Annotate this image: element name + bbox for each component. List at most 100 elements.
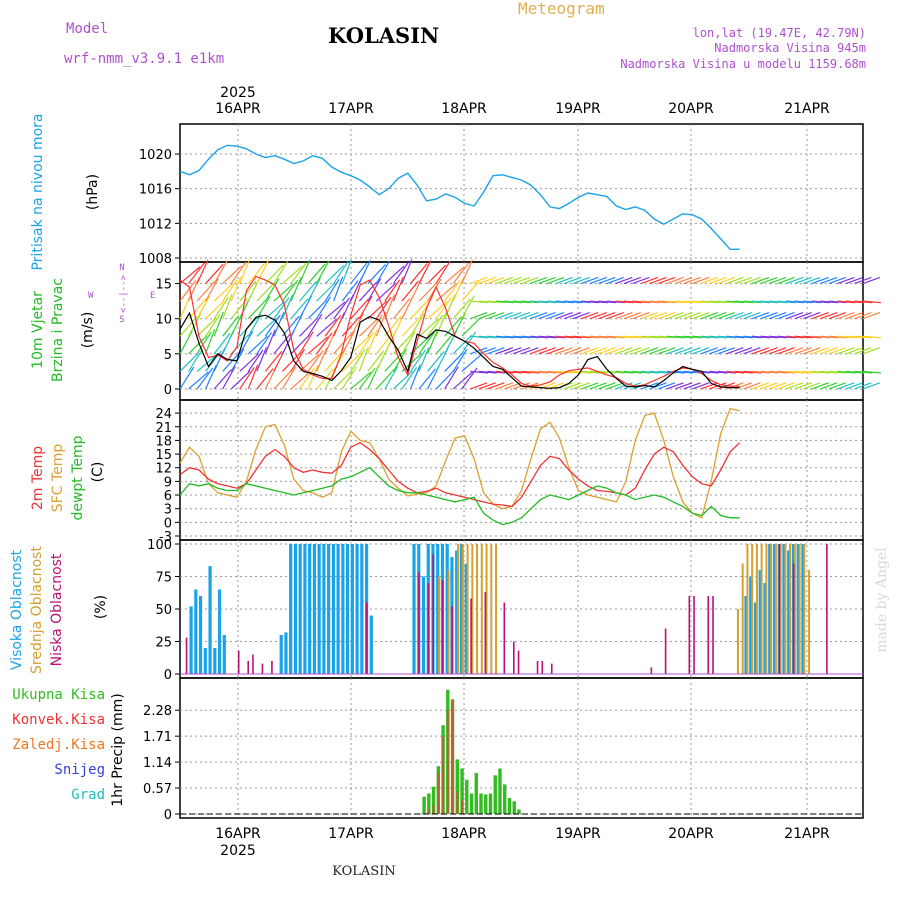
wind-barb <box>409 364 421 390</box>
wind-barb <box>555 300 574 304</box>
wind-barb <box>803 335 822 339</box>
wind-barb <box>785 311 804 320</box>
wind-barb <box>247 364 259 390</box>
wind-barb <box>743 300 762 304</box>
temp-ylabel-2: SFC Temp <box>50 444 66 513</box>
wind-barb <box>282 352 301 372</box>
wind-barb <box>734 276 753 285</box>
high-cloud-bar <box>189 606 193 674</box>
wind-barb <box>504 300 523 304</box>
wind-barb <box>563 382 582 390</box>
wind-barb <box>777 335 796 339</box>
wind-barb <box>581 370 600 374</box>
product-title: Meteogram <box>518 0 605 18</box>
high-cloud-bar <box>355 544 359 674</box>
wind-barb <box>674 311 693 320</box>
wind-barb <box>623 300 642 304</box>
wind-barb <box>350 313 364 337</box>
low-cloud-bar <box>427 583 430 674</box>
wind-barb <box>615 300 634 304</box>
wind-barb <box>418 282 438 302</box>
low-cloud-bar <box>826 544 828 674</box>
wind-barb <box>196 331 212 355</box>
wind-barb <box>316 318 337 337</box>
wind-barb <box>461 331 477 355</box>
bottom-day-label: 20APR <box>668 826 714 842</box>
total-precip-bar <box>479 793 483 814</box>
low-cloud-bar <box>365 602 368 674</box>
wind-barb <box>205 278 219 302</box>
legend-total: Ukupna Kisa <box>12 687 105 703</box>
wind-barb <box>324 301 346 320</box>
wind-barb <box>726 311 744 320</box>
wind-barb <box>529 311 548 320</box>
wind-barb <box>281 366 297 390</box>
high-cloud-bar <box>445 544 449 674</box>
wind-barb <box>521 335 540 339</box>
wind-barb <box>683 311 701 320</box>
high-cloud-bar <box>421 576 426 674</box>
wind-barb <box>461 259 473 284</box>
wind-barb <box>350 298 369 320</box>
wind-barb <box>333 261 349 284</box>
wind-barb <box>717 276 735 285</box>
wind-barb <box>188 298 207 320</box>
wind-barb <box>828 347 846 355</box>
wind-barb <box>811 370 830 374</box>
wind-barb <box>854 300 873 304</box>
wind-speed-line <box>179 311 740 389</box>
wind-barb <box>777 370 796 374</box>
high-cloud-bar <box>331 544 335 674</box>
dewpt-line <box>179 466 740 526</box>
wind-barb <box>623 347 642 355</box>
wind-barb <box>358 295 373 319</box>
wind-barb <box>572 382 590 390</box>
wind-barb <box>845 382 864 390</box>
wind-barb <box>213 332 231 355</box>
mid-cloud-bar <box>808 570 811 674</box>
total-precip-bar <box>431 786 436 814</box>
panel-frames <box>179 123 864 819</box>
low-cloud-bar <box>688 596 691 674</box>
top-day-label: 18APR <box>441 101 487 117</box>
wind-barb <box>862 300 881 304</box>
y-tick-label: 18 <box>155 434 172 449</box>
wind-barb <box>803 311 821 320</box>
wind-barb <box>196 295 211 319</box>
convective-precip-bar <box>461 800 464 814</box>
mid-cloud-bar <box>755 544 758 674</box>
wind-compass: N W <--|--> E S <box>88 263 155 325</box>
wind-barb <box>862 311 881 320</box>
wind-barb <box>367 329 378 355</box>
wind-barb <box>529 370 549 374</box>
wind-barb <box>555 276 573 285</box>
wind-barb <box>273 369 293 390</box>
wind-barb <box>470 300 489 304</box>
wind-barb <box>666 347 684 355</box>
precip-legend: Ukupna Kisa Konvek.Kisa Zaledj.Kisa Snij… <box>12 687 105 803</box>
wind-barb <box>358 317 379 337</box>
legend-frozen: Zaledj.Kisa <box>12 737 105 753</box>
y-tick-label: 0 <box>164 808 172 823</box>
wind-barb <box>657 276 676 285</box>
wind-barb <box>803 382 821 390</box>
wind-barb <box>734 335 753 339</box>
y-tick-label: 0.57 <box>143 782 172 797</box>
wind-barb <box>392 276 404 302</box>
wind-barb <box>581 335 600 339</box>
wind-ylabel-1: 10m Vjetar <box>30 291 46 369</box>
wind-barb <box>307 277 321 302</box>
wind-barb <box>709 335 728 339</box>
wind-barb <box>529 300 549 304</box>
high-cloud-bar <box>464 563 468 674</box>
wind-barb <box>435 369 455 390</box>
wind-barb <box>478 276 496 285</box>
wind-barb <box>640 311 659 320</box>
wind-barb <box>657 311 676 320</box>
wind-barb <box>692 347 710 355</box>
wind-barb <box>632 276 650 285</box>
wind-barb <box>785 347 804 355</box>
wind-barb <box>196 367 214 390</box>
wind-barb <box>247 313 262 337</box>
wind-barb <box>811 335 830 339</box>
